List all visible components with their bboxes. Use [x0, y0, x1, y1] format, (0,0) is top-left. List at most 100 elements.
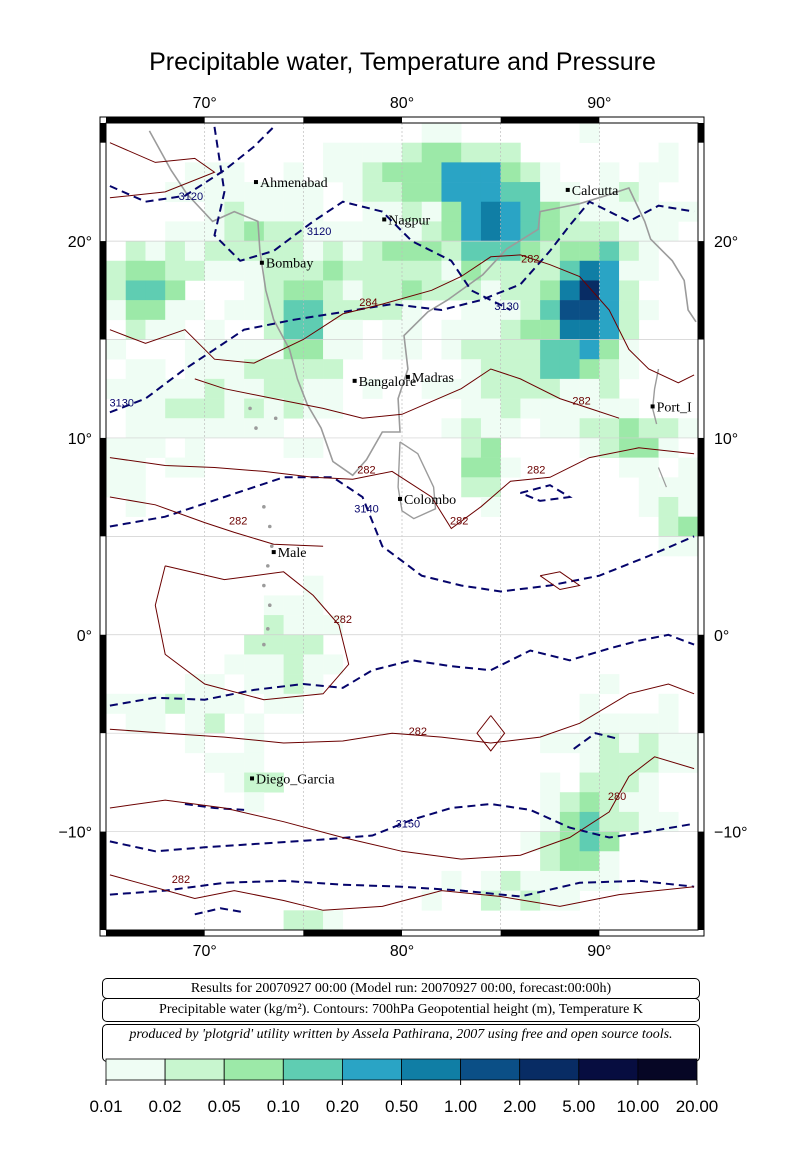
coast-andaman — [651, 368, 660, 425]
height-contour — [520, 484, 573, 502]
pw-cell — [263, 654, 284, 675]
pw-cell — [106, 339, 127, 360]
pw-cell — [599, 792, 620, 813]
pw-cell — [520, 398, 541, 419]
pw-cell — [500, 182, 521, 203]
pw-cell — [480, 300, 501, 321]
frame-bar-top — [500, 117, 600, 123]
pw-cell — [559, 890, 580, 911]
pw-cell — [540, 851, 561, 872]
pw-cell — [599, 851, 620, 872]
pw-cell — [441, 201, 462, 222]
pw-cell — [283, 615, 304, 636]
pw-cell — [500, 890, 521, 911]
place-label: Madras — [412, 371, 454, 386]
pw-cell — [441, 870, 462, 891]
lon-tick-label-top: 90° — [587, 95, 611, 112]
pw-cell — [500, 260, 521, 281]
pw-cell — [500, 339, 521, 360]
legend-swatch — [105, 1058, 166, 1081]
pw-cell — [559, 319, 580, 340]
pw-cell — [342, 300, 363, 321]
pw-cell — [303, 634, 324, 655]
pw-cell — [638, 418, 659, 439]
coastline — [148, 130, 697, 647]
pw-cell — [224, 693, 245, 714]
pw-cell — [323, 280, 344, 301]
pw-cell — [342, 162, 363, 183]
pw-cell — [244, 201, 265, 222]
pw-cell — [461, 457, 482, 478]
place-label: Bombay — [266, 257, 313, 272]
pw-cell — [362, 142, 383, 163]
contour-label: 3120 — [179, 191, 203, 203]
pw-cell — [540, 378, 561, 399]
temperature-contour — [109, 756, 695, 860]
pw-cell — [421, 890, 442, 911]
contour-label: 3130 — [494, 301, 518, 313]
pw-cell — [263, 772, 284, 793]
pw-cell — [362, 221, 383, 242]
pw-cell — [283, 910, 304, 931]
pw-cell — [579, 123, 600, 143]
lon-tick-label-bottom: 70° — [193, 943, 217, 960]
pw-cell — [323, 241, 344, 262]
pw-cell — [263, 418, 284, 439]
pw-cell — [461, 300, 482, 321]
pw-cell — [599, 359, 620, 380]
pw-cell — [145, 359, 166, 380]
lat-tick-label-right: 10° — [714, 431, 738, 448]
pw-cell — [342, 260, 363, 281]
pw-cell — [402, 260, 423, 281]
pw-cell — [244, 634, 265, 655]
temperature-contour — [109, 447, 695, 530]
pw-cell — [480, 496, 501, 517]
frame-bar-left — [100, 241, 106, 340]
pw-cell — [638, 496, 659, 517]
pw-cell — [540, 398, 561, 419]
legend-label: 0.10 — [267, 1097, 300, 1116]
pw-cell — [559, 831, 580, 852]
lon-tick-label-top: 70° — [193, 95, 217, 112]
pw-cell — [559, 811, 580, 832]
pw-cell — [224, 339, 245, 360]
pw-cell — [638, 300, 659, 321]
contour-label: 3120 — [307, 226, 331, 238]
pw-cell — [204, 319, 225, 340]
pw-cell — [500, 378, 521, 399]
place-label: Male — [278, 546, 307, 561]
pw-cell — [461, 182, 482, 203]
pw-cell — [599, 674, 620, 695]
pw-cell — [619, 713, 640, 734]
place-marker — [405, 374, 410, 379]
pw-cell — [559, 339, 580, 360]
pw-cell — [638, 260, 659, 281]
pw-cell — [559, 359, 580, 380]
pw-cell — [579, 418, 600, 439]
pw-cell — [303, 221, 324, 242]
pw-cell — [303, 654, 324, 675]
contour-labels: 3120 3120 3130 3130 3140 3150 284 282 282 282 282 2… — [110, 191, 627, 886]
pw-cell — [244, 674, 265, 695]
island-dot — [254, 426, 258, 430]
pw-cell — [461, 241, 482, 262]
pw-cell — [382, 260, 403, 281]
pw-cell — [125, 280, 146, 301]
pw-cell — [184, 733, 205, 754]
pw-cell — [638, 772, 659, 793]
pw-cell — [421, 221, 442, 242]
legend-label: 0.20 — [326, 1097, 359, 1116]
pw-cell — [342, 241, 363, 262]
pw-cell — [540, 182, 561, 203]
pw-cell — [619, 221, 640, 242]
pw-cell — [382, 319, 403, 340]
pw-cell — [619, 182, 640, 203]
pw-cell — [500, 319, 521, 340]
pw-cell — [145, 437, 166, 458]
pw-cell — [402, 241, 423, 262]
pw-cell — [678, 457, 699, 478]
pw-cell — [382, 182, 403, 203]
pw-cell — [145, 300, 166, 321]
pw-cell — [184, 162, 205, 183]
place-marker — [250, 776, 255, 781]
